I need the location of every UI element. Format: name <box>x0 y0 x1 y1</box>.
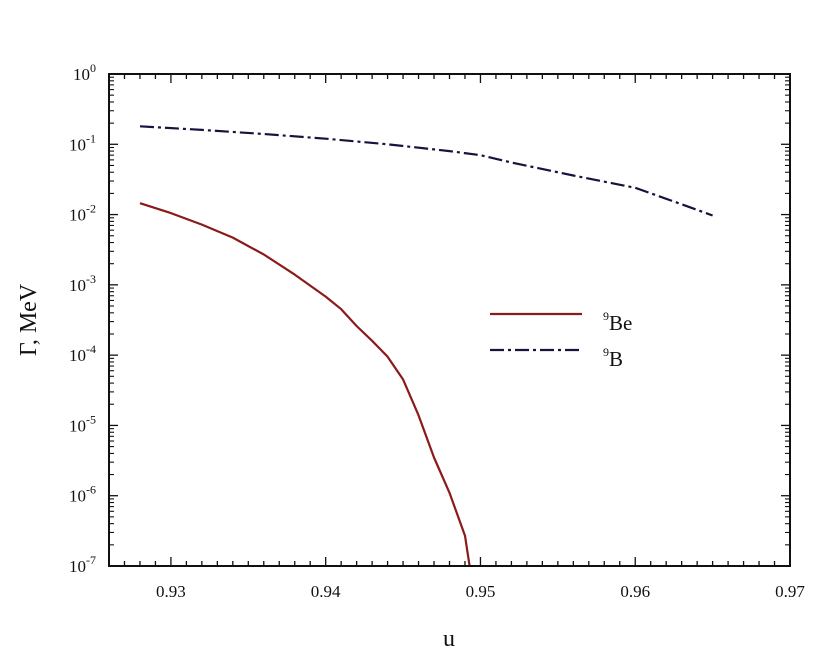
x-axis-title: u <box>443 626 455 652</box>
legend-label-1: 9B <box>603 345 623 371</box>
y-tick-label: 10-6 <box>69 483 96 506</box>
x-tick-label: 0.94 <box>311 582 341 601</box>
series-line-1 <box>139 125 713 217</box>
x-tick-labels: 0.93 0.94 0.95 0.96 0.97 <box>156 582 805 601</box>
y-tick-label: 10-2 <box>69 202 96 225</box>
y-tick-label: 10-3 <box>69 272 96 295</box>
legend-label-0: 9Be <box>603 309 632 335</box>
x-tick-label: 0.96 <box>620 582 650 601</box>
y-tick-labels: 100 10-1 10-2 10-3 10-4 10-5 10-6 10-7 <box>69 61 96 576</box>
series-layer <box>139 125 713 567</box>
y-tick-label: 100 <box>73 61 96 84</box>
y-tick-label: 10-5 <box>69 412 96 435</box>
series-line-0 <box>139 202 471 567</box>
y-tick-label: 10-4 <box>69 342 96 365</box>
x-tick-label: 0.97 <box>775 582 805 601</box>
x-tick-label: 0.93 <box>156 582 186 601</box>
y-tick-label: 10-7 <box>69 553 96 576</box>
y-axis-title: Γ, MeV <box>16 283 42 356</box>
x-tick-label: 0.95 <box>466 582 496 601</box>
y-tick-label: 10-1 <box>69 131 96 154</box>
plot-frame <box>108 73 791 567</box>
